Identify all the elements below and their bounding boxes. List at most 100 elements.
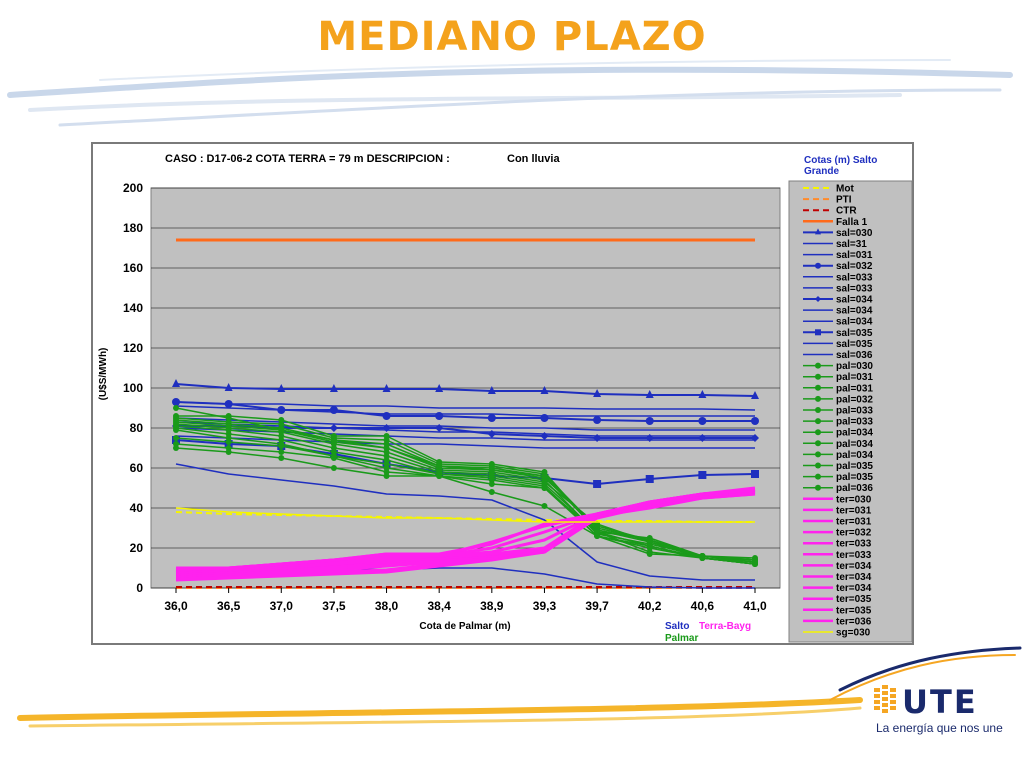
legend-label: ter=031 xyxy=(836,517,872,528)
data-point xyxy=(646,551,653,557)
x-tick-label: 39,7 xyxy=(585,599,609,613)
legend-label: ter=033 xyxy=(836,539,872,550)
legend-item: sal=035 xyxy=(803,339,873,350)
data-point xyxy=(540,386,549,394)
series-line xyxy=(175,401,756,411)
legend-label: pal=033 xyxy=(836,417,873,428)
legend-item: pal=035 xyxy=(803,472,873,483)
data-point xyxy=(815,373,821,380)
legend-item: pal=031 xyxy=(803,383,873,394)
logo-text: UTE xyxy=(902,683,978,718)
data-point xyxy=(540,414,549,422)
data-point xyxy=(487,414,496,422)
legend-label: sal=030 xyxy=(836,228,873,239)
group-label-terra: Terra-Bayg xyxy=(699,621,751,632)
legend-label: PTI xyxy=(836,195,852,206)
data-point xyxy=(173,427,179,433)
data-point xyxy=(278,449,285,455)
data-point xyxy=(278,443,285,449)
y-tick-label: 100 xyxy=(123,381,143,395)
legend-item: sal=034 xyxy=(803,295,873,306)
data-point xyxy=(815,418,821,425)
data-point xyxy=(487,430,496,438)
legend-item: CTR xyxy=(803,206,857,217)
data-point xyxy=(751,470,759,478)
x-tick-label: 38,0 xyxy=(375,599,399,613)
legend-item: sal=031 xyxy=(803,250,873,261)
data-point xyxy=(751,391,759,399)
data-point xyxy=(815,384,821,391)
legend-item: pal=034 xyxy=(803,450,873,461)
data-point xyxy=(752,559,758,565)
x-tick-label: 37,5 xyxy=(322,599,346,613)
data-point xyxy=(815,440,821,447)
legend-label: pal=036 xyxy=(836,483,873,494)
legend-item: ter=034 xyxy=(803,583,872,594)
y-tick-label: 0 xyxy=(136,581,143,595)
legend-label: ter=034 xyxy=(836,561,872,572)
legend-item: pal=033 xyxy=(803,406,873,417)
legend-label: ter=036 xyxy=(836,616,872,627)
legend-label: Mot xyxy=(836,184,854,195)
legend-label: sal=031 xyxy=(836,250,873,261)
series-line xyxy=(175,429,756,565)
x-axis: 36,0 36,5 37,0 37,5 38,0 38,4 38,9 39,3 39,7 40,2… xyxy=(164,588,767,613)
legend-title-line-1: Cotas (m) Salto xyxy=(804,155,877,166)
legend-item: Mot xyxy=(803,184,854,195)
legend-label: pal=031 xyxy=(836,383,873,394)
y-tick-label: 60 xyxy=(130,461,144,475)
legend-label: pal=031 xyxy=(836,372,873,383)
data-point xyxy=(488,481,495,487)
series-line xyxy=(175,437,756,565)
data-point xyxy=(815,395,821,402)
data-point xyxy=(225,439,232,445)
chart-frame: 0 20 40 60 80 100 120 140 160 180 200 36,0 36,5 37,0… xyxy=(91,142,914,645)
data-point xyxy=(277,384,286,392)
x-tick-label: 40,6 xyxy=(691,599,715,613)
series-sal-032 xyxy=(172,398,759,425)
legend-item: sal=034 xyxy=(803,306,873,317)
legend-label: ter=033 xyxy=(836,550,872,561)
series-line xyxy=(175,425,756,565)
data-point xyxy=(815,362,821,369)
legend-item: sal=033 xyxy=(803,283,873,294)
legend-label: ter=030 xyxy=(836,494,872,505)
legend-label: sal=033 xyxy=(836,272,873,283)
group-label-palmar: Palmar xyxy=(665,633,698,644)
legend-label: ter=032 xyxy=(836,528,872,539)
data-point xyxy=(173,435,179,441)
legend-label: pal=034 xyxy=(836,450,873,461)
data-point xyxy=(815,407,821,413)
data-point xyxy=(815,451,821,458)
series-line xyxy=(175,463,755,581)
data-point xyxy=(815,296,821,302)
legend-label: ter=034 xyxy=(836,572,872,583)
series-ter-030 xyxy=(175,492,756,582)
series-line xyxy=(175,417,755,431)
legend-label: pal=034 xyxy=(836,428,873,439)
legend-item: ter=033 xyxy=(803,550,872,561)
legend-item: pal=032 xyxy=(803,394,873,405)
data-point xyxy=(540,432,549,440)
x-tick-label: 36,5 xyxy=(217,599,241,613)
series-line xyxy=(175,423,756,563)
data-point xyxy=(382,384,391,392)
legend-item: sal=033 xyxy=(803,272,873,283)
data-point xyxy=(593,389,602,397)
data-point xyxy=(594,527,601,533)
data-point xyxy=(541,503,548,509)
data-point xyxy=(436,473,443,479)
data-point xyxy=(172,379,180,387)
legend-item: sal=035 xyxy=(803,328,873,339)
x-tick-label: 40,2 xyxy=(638,599,662,613)
legend-label: sal=033 xyxy=(836,283,873,294)
data-point xyxy=(698,417,707,425)
data-point xyxy=(435,412,444,420)
data-point xyxy=(278,455,285,461)
chart-description: Con lluvia xyxy=(507,153,560,165)
data-point xyxy=(173,445,179,451)
legend-item: sg=030 xyxy=(803,628,871,639)
legend-label: sal=034 xyxy=(836,295,873,306)
data-point xyxy=(329,384,338,392)
